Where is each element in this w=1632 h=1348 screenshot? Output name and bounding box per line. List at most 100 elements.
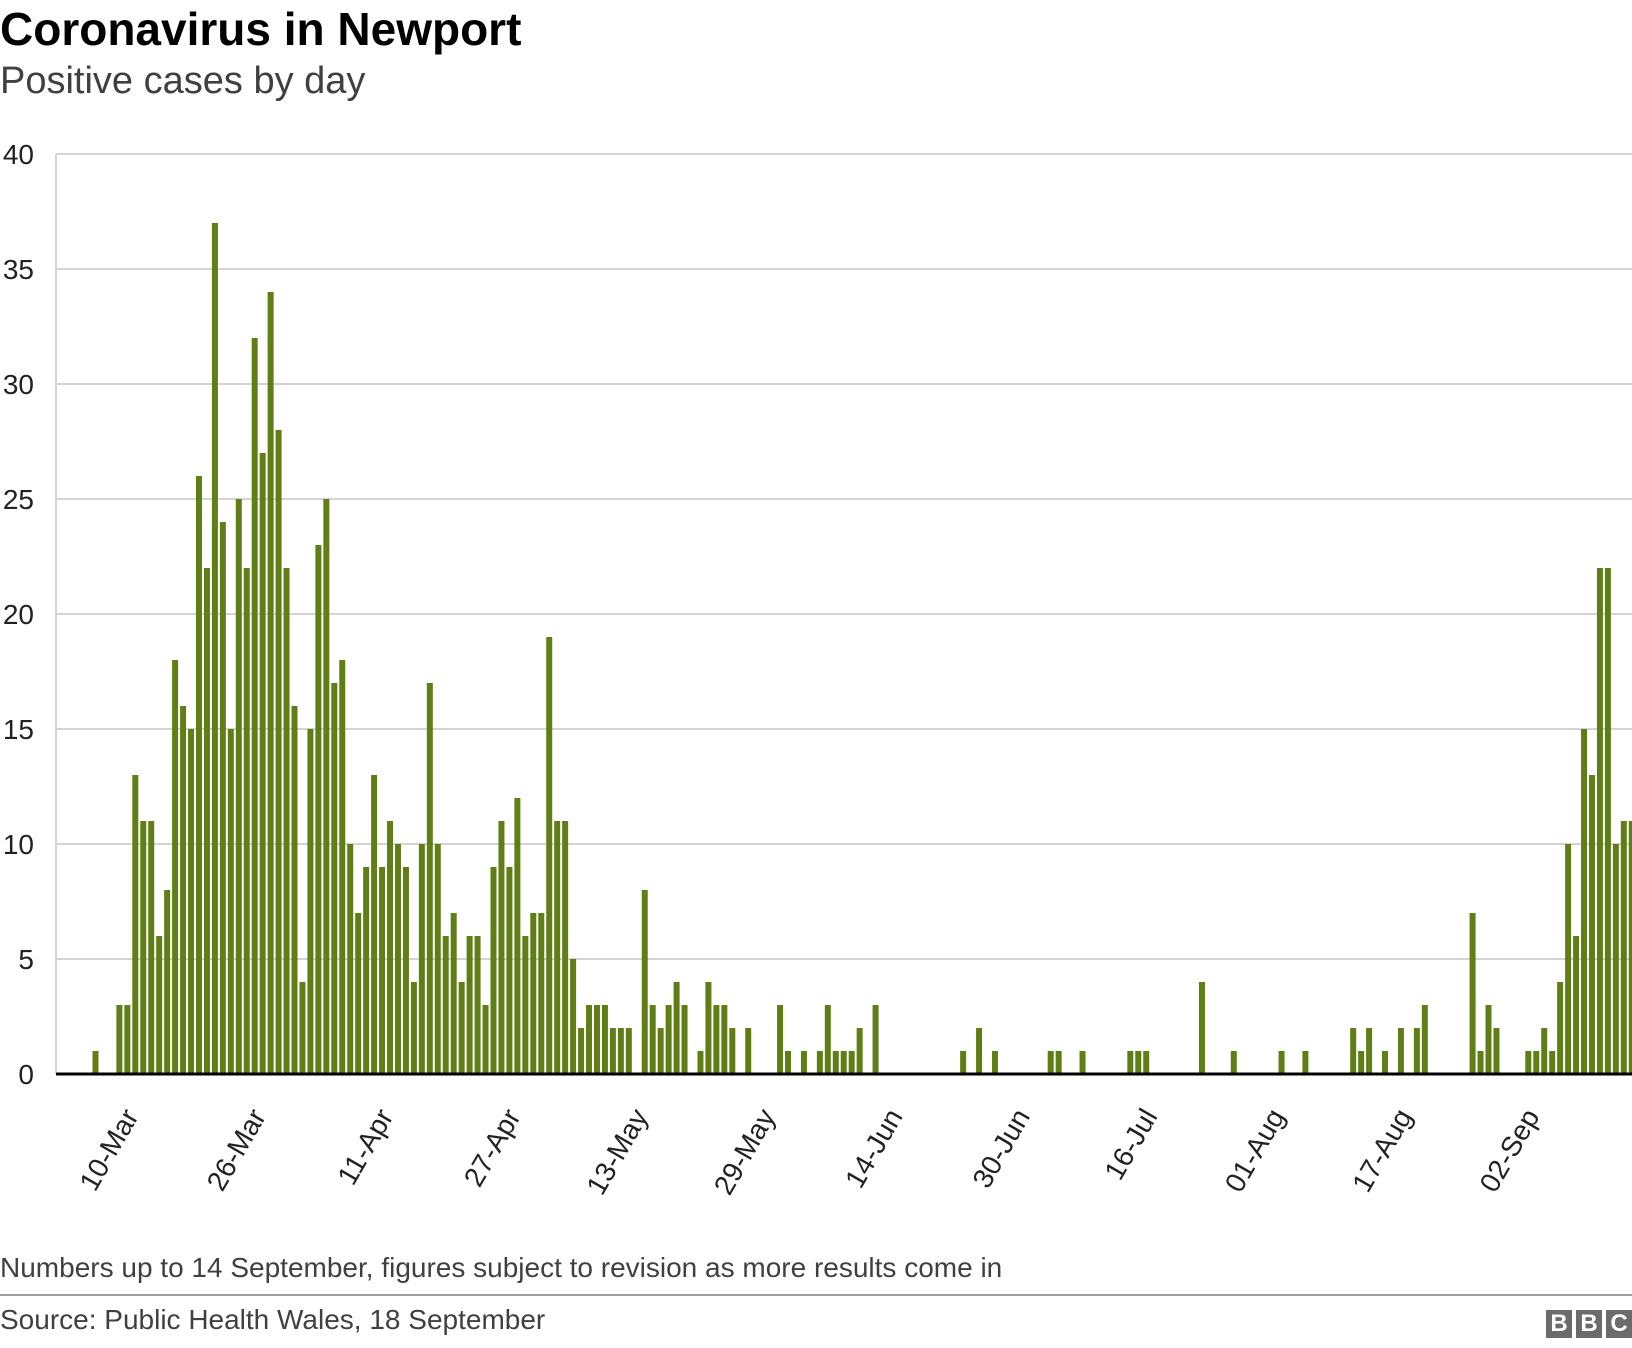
bar bbox=[323, 499, 330, 1074]
bar bbox=[832, 1051, 839, 1074]
bar bbox=[1079, 1051, 1086, 1074]
bar bbox=[1135, 1051, 1142, 1074]
bar bbox=[1541, 1028, 1548, 1074]
y-tick-label: 20 bbox=[3, 599, 34, 630]
bar bbox=[1397, 1028, 1404, 1074]
bar bbox=[1612, 844, 1619, 1074]
bar bbox=[291, 706, 298, 1074]
bar bbox=[554, 821, 561, 1074]
bar bbox=[816, 1051, 823, 1074]
y-axis-ticks: 0 5 10 15 20 25 30 35 40 bbox=[3, 139, 34, 1090]
bar bbox=[1604, 568, 1611, 1074]
y-tick-label: 35 bbox=[3, 254, 34, 285]
bar bbox=[339, 660, 346, 1074]
y-tick-label: 30 bbox=[3, 369, 34, 400]
bar bbox=[124, 1005, 131, 1074]
bar bbox=[705, 982, 712, 1074]
x-tick-label: 27-Apr bbox=[458, 1104, 527, 1192]
y-tick-label: 5 bbox=[18, 944, 34, 975]
bar bbox=[132, 775, 139, 1074]
bar bbox=[824, 1005, 831, 1074]
logo-letter: C bbox=[1606, 1310, 1632, 1338]
bar bbox=[267, 292, 274, 1074]
chart-subtitle: Positive cases by day bbox=[0, 60, 366, 102]
bar bbox=[785, 1051, 792, 1074]
bar bbox=[1278, 1051, 1285, 1074]
x-tick-label: 10-Mar bbox=[73, 1104, 144, 1196]
bar bbox=[1588, 775, 1595, 1074]
bar bbox=[188, 729, 195, 1074]
bar bbox=[1127, 1051, 1134, 1074]
bar bbox=[578, 1028, 585, 1074]
bar bbox=[1469, 913, 1476, 1074]
bar bbox=[840, 1051, 847, 1074]
bar bbox=[522, 936, 529, 1074]
bar bbox=[418, 844, 425, 1074]
bar bbox=[164, 890, 171, 1074]
bar bbox=[1413, 1028, 1420, 1074]
x-tick-label: 02-Sep bbox=[1473, 1104, 1545, 1198]
y-tick-label: 10 bbox=[3, 829, 34, 860]
bar bbox=[450, 913, 457, 1074]
x-tick-label: 26-Mar bbox=[201, 1104, 272, 1196]
bar bbox=[1565, 844, 1572, 1074]
bar bbox=[1055, 1051, 1062, 1074]
bar bbox=[1493, 1028, 1500, 1074]
bar bbox=[856, 1028, 863, 1074]
bar bbox=[410, 982, 417, 1074]
bar bbox=[259, 453, 266, 1074]
bar bbox=[673, 982, 680, 1074]
bar bbox=[681, 1005, 688, 1074]
bar bbox=[1477, 1051, 1484, 1074]
bar bbox=[562, 821, 569, 1074]
bar bbox=[1143, 1051, 1150, 1074]
bar bbox=[1198, 982, 1205, 1074]
bar bbox=[530, 913, 537, 1074]
bar bbox=[1366, 1028, 1373, 1074]
bar bbox=[474, 936, 481, 1074]
bar bbox=[1421, 1005, 1428, 1074]
bar bbox=[363, 867, 370, 1074]
bar bbox=[307, 729, 314, 1074]
bar bbox=[482, 1005, 489, 1074]
bar bbox=[315, 545, 322, 1074]
bar bbox=[235, 499, 242, 1074]
bar bbox=[713, 1005, 720, 1074]
bar bbox=[92, 1051, 99, 1074]
bar bbox=[1358, 1051, 1365, 1074]
bar bbox=[219, 522, 226, 1074]
bar bbox=[172, 660, 179, 1074]
footer-divider bbox=[0, 1294, 1632, 1296]
bar bbox=[458, 982, 465, 1074]
bar-chart: 0 5 10 15 20 25 30 35 40 10-Mar 26-Mar 11-Apr 27-Ap… bbox=[3, 139, 1632, 1200]
x-tick-label: 13-May bbox=[580, 1104, 654, 1200]
bar bbox=[1620, 821, 1627, 1074]
bar bbox=[227, 729, 234, 1074]
x-tick-label: 11-Apr bbox=[331, 1104, 399, 1190]
bar bbox=[283, 568, 290, 1074]
bar bbox=[601, 1005, 608, 1074]
bar bbox=[991, 1051, 998, 1074]
x-tick-label: 14-Jun bbox=[839, 1104, 909, 1194]
bar bbox=[625, 1028, 632, 1074]
bar bbox=[299, 982, 306, 1074]
footnote: Numbers up to 14 September, figures subj… bbox=[0, 1252, 1003, 1283]
bar bbox=[745, 1028, 752, 1074]
bar bbox=[721, 1005, 728, 1074]
bar bbox=[570, 959, 577, 1074]
bar bbox=[426, 683, 433, 1074]
bar bbox=[466, 936, 473, 1074]
bar bbox=[1302, 1051, 1309, 1074]
bar bbox=[729, 1028, 736, 1074]
bar bbox=[514, 798, 521, 1074]
bar bbox=[243, 568, 250, 1074]
bar bbox=[800, 1051, 807, 1074]
bar bbox=[697, 1051, 704, 1074]
logo-letter: B bbox=[1546, 1310, 1572, 1338]
bar bbox=[1382, 1051, 1389, 1074]
bar bbox=[371, 775, 378, 1074]
bar bbox=[546, 637, 553, 1074]
bar bbox=[657, 1028, 664, 1074]
bar bbox=[490, 867, 497, 1074]
bar bbox=[1350, 1028, 1357, 1074]
